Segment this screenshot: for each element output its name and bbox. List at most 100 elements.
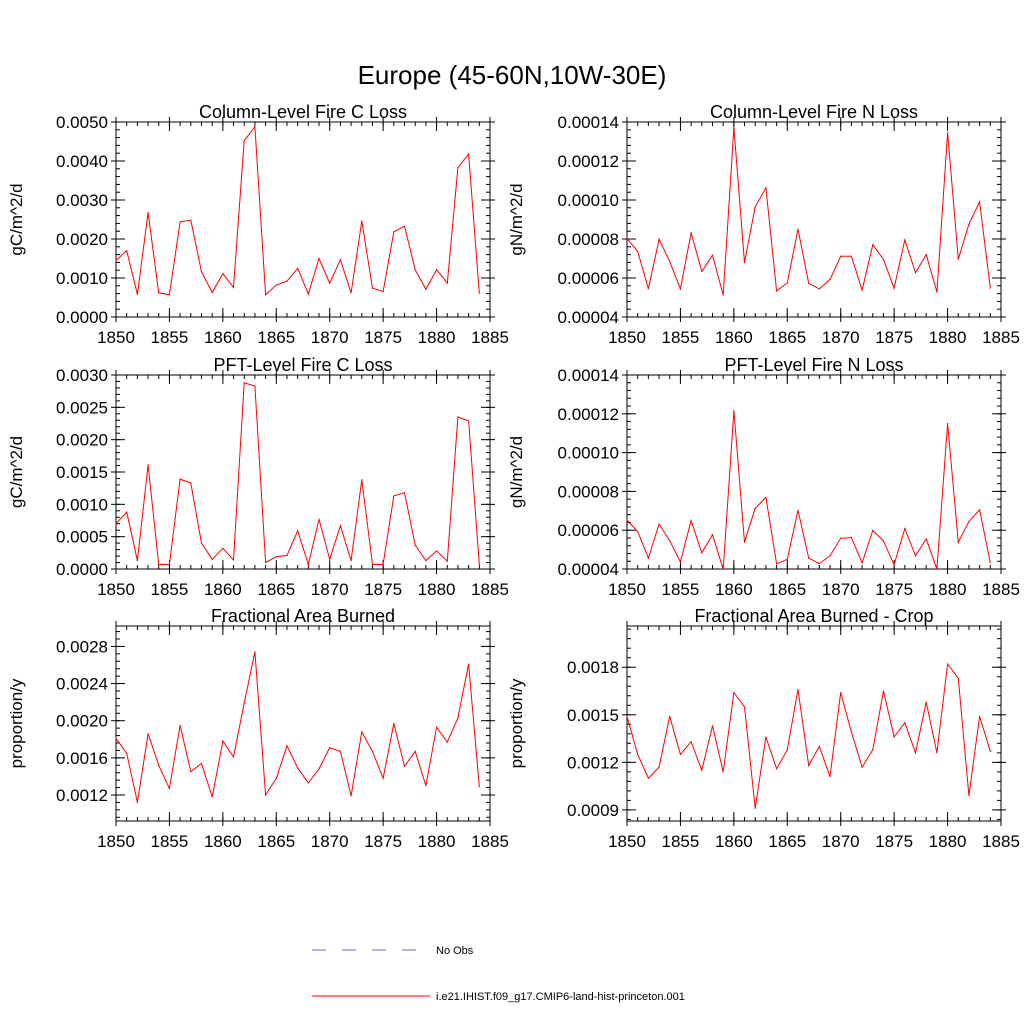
data-point — [882, 690, 885, 692]
y-tick-label: 0.0030 — [56, 366, 108, 385]
data-point — [861, 562, 863, 564]
data-point — [882, 258, 885, 261]
data-point — [797, 688, 799, 691]
data-point — [690, 232, 692, 234]
data-point — [393, 495, 395, 497]
y-tick-label: 0.00004 — [558, 308, 619, 327]
data-point — [840, 255, 842, 257]
y-tick-label: 0.0000 — [56, 560, 108, 579]
x-tick-label: 1885 — [471, 328, 509, 347]
data-point — [435, 269, 438, 271]
data-point — [829, 278, 831, 280]
data-point — [701, 552, 703, 554]
data-point — [626, 237, 628, 240]
x-tick-label: 1870 — [311, 580, 349, 599]
data-point — [989, 750, 991, 752]
data-point — [818, 288, 820, 290]
data-point — [265, 294, 267, 296]
data-point — [232, 559, 235, 561]
data-point — [478, 786, 480, 788]
y-tick-label: 0.00008 — [558, 230, 619, 249]
data-point — [254, 651, 256, 653]
data-point — [179, 724, 181, 726]
data-point — [626, 715, 628, 717]
x-tick-label: 1860 — [715, 832, 753, 851]
data-point — [946, 422, 949, 425]
y-axis-label: gN/m^2/d — [507, 436, 526, 508]
data-point — [136, 293, 138, 295]
y-tick-label: 0.0050 — [56, 113, 108, 132]
data-point — [425, 559, 427, 562]
y-tick-label: 0.00014 — [558, 113, 619, 132]
data-point — [936, 752, 938, 754]
data-point — [840, 537, 842, 539]
x-tick-label: 1865 — [768, 328, 806, 347]
data-point — [371, 287, 374, 289]
series-line-1 — [115, 125, 480, 296]
x-tick-label: 1860 — [715, 580, 753, 599]
y-tick-label: 0.00010 — [558, 191, 619, 210]
data-point — [679, 288, 682, 290]
data-point — [243, 702, 245, 704]
data-point — [979, 715, 981, 717]
data-point — [626, 519, 628, 521]
data-point — [147, 464, 149, 466]
data-point — [403, 225, 406, 227]
data-point — [690, 519, 692, 522]
data-point — [679, 753, 682, 756]
data-point — [468, 663, 470, 665]
data-point — [925, 701, 927, 703]
data-point — [254, 385, 256, 387]
data-point — [329, 747, 331, 749]
data-point — [776, 768, 778, 770]
data-point — [425, 288, 427, 290]
data-point — [936, 568, 938, 570]
data-point — [733, 691, 735, 694]
data-point — [168, 294, 171, 296]
data-point — [711, 534, 714, 536]
data-point — [637, 250, 639, 253]
data-point — [297, 530, 299, 532]
series-line-1 — [626, 410, 991, 570]
data-point — [232, 756, 235, 758]
y-tick-label: 0.00004 — [558, 560, 619, 579]
data-point — [200, 542, 203, 544]
x-tick-label: 1880 — [418, 328, 456, 347]
data-point — [904, 722, 906, 724]
data-point — [914, 752, 917, 754]
data-point — [403, 492, 406, 494]
series-line-1 — [115, 651, 480, 803]
data-point — [722, 771, 724, 773]
data-point — [925, 538, 927, 540]
data-point — [829, 555, 831, 557]
data-point — [243, 140, 245, 142]
data-point — [457, 416, 459, 418]
data-point — [393, 722, 395, 725]
data-point — [286, 280, 288, 282]
data-point — [850, 731, 853, 733]
panel-title: PFT-Level Fire C Loss — [213, 355, 392, 375]
data-point — [872, 244, 874, 246]
data-point — [711, 254, 714, 256]
y-tick-label: 0.0028 — [56, 637, 108, 656]
x-tick-label: 1870 — [311, 328, 349, 347]
data-point — [478, 563, 480, 566]
data-point — [265, 794, 267, 796]
chart-panel-6: Fractional Area Burned - Crop 1850 1855 186… — [507, 606, 1020, 851]
data-point — [286, 554, 288, 557]
data-point — [989, 287, 991, 289]
data-point — [669, 715, 671, 717]
data-point — [158, 563, 160, 566]
data-point — [414, 750, 416, 752]
x-tick-label: 1855 — [151, 328, 189, 347]
data-point — [297, 767, 299, 769]
data-point — [371, 563, 374, 566]
data-point — [647, 777, 649, 779]
x-tick-label: 1860 — [204, 580, 242, 599]
data-point — [254, 126, 256, 128]
legend: No Obs i.e21.IHIST.f09_g17.CMIP6-land-hi… — [312, 945, 685, 1003]
data-point — [126, 752, 128, 754]
x-tick-label: 1850 — [97, 580, 135, 599]
data-point — [393, 231, 395, 233]
data-point — [115, 737, 117, 739]
